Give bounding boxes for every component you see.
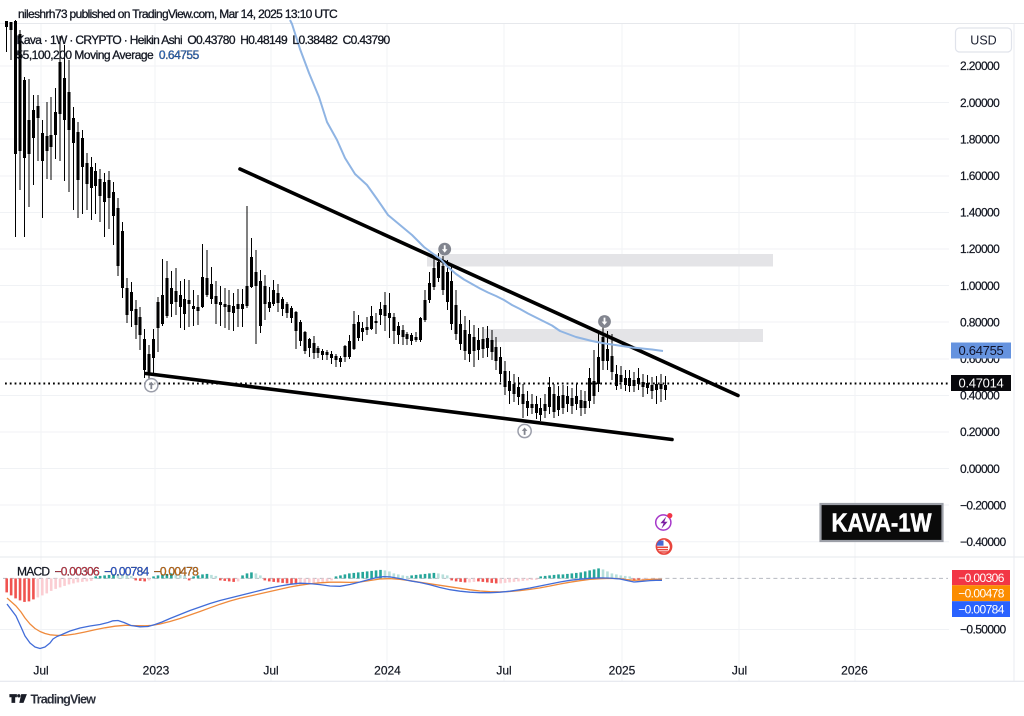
svg-text:2025: 2025 xyxy=(609,664,636,678)
svg-text:Kava · 1W · CRYPTO · Heikin As: Kava · 1W · CRYPTO · Heikin Ashi O0.4378… xyxy=(17,33,391,47)
svg-text:Jul: Jul xyxy=(263,664,278,678)
svg-text:0.80000: 0.80000 xyxy=(960,315,1000,329)
svg-text:0.00000: 0.00000 xyxy=(960,462,1000,476)
svg-text:Jul: Jul xyxy=(732,664,747,678)
svg-text:0.40000: 0.40000 xyxy=(960,389,1000,403)
svg-text:2.20000: 2.20000 xyxy=(960,59,1000,73)
svg-text:55,100,200 Moving Average 0.6: 55,100,200 Moving Average 0.64755 xyxy=(17,48,200,62)
svg-text:−0.00478: −0.00478 xyxy=(958,587,1005,601)
svg-text:2024: 2024 xyxy=(374,664,401,678)
svg-text:1.60000: 1.60000 xyxy=(960,169,1000,183)
svg-text:KAVA-1W: KAVA-1W xyxy=(832,508,932,538)
svg-text:0.20000: 0.20000 xyxy=(960,425,1000,439)
svg-text:0.64755: 0.64755 xyxy=(959,343,1004,358)
svg-text:−0.50000: −0.50000 xyxy=(960,623,1007,637)
svg-text:−0.20000: −0.20000 xyxy=(960,498,1007,512)
svg-text:0.47014: 0.47014 xyxy=(959,376,1004,391)
svg-text:2026: 2026 xyxy=(841,664,868,678)
svg-text:2.00000: 2.00000 xyxy=(960,96,1000,110)
svg-text:−0.00784: −0.00784 xyxy=(958,603,1005,617)
svg-text:1.80000: 1.80000 xyxy=(960,132,1000,146)
svg-text:MACD −0.00306 −0.00784 −0.0: MACD −0.00306 −0.00784 −0.00478 xyxy=(17,565,199,579)
svg-text:USD: USD xyxy=(970,34,996,48)
svg-text:1.00000: 1.00000 xyxy=(960,279,1000,293)
svg-text:nileshrh73 published on Tradin: nileshrh73 published on TradingView.com,… xyxy=(18,7,338,21)
svg-text:−0.00306: −0.00306 xyxy=(958,571,1005,585)
svg-text:Jul: Jul xyxy=(33,664,48,678)
svg-text:1.20000: 1.20000 xyxy=(960,242,1000,256)
svg-text:Jul: Jul xyxy=(496,664,511,678)
svg-text:1.40000: 1.40000 xyxy=(960,206,1000,220)
svg-text:TradingView: TradingView xyxy=(31,693,97,707)
svg-text:−0.40000: −0.40000 xyxy=(960,535,1007,549)
svg-text:2023: 2023 xyxy=(143,664,170,678)
